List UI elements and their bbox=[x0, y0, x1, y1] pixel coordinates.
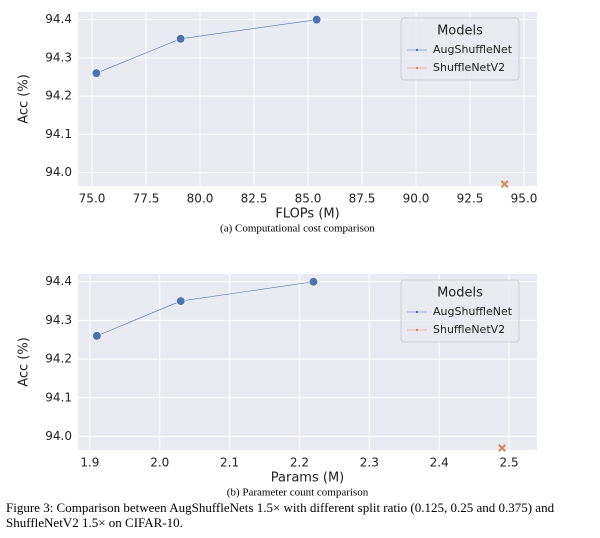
point bbox=[308, 277, 319, 287]
charts: 94.0 94.1 94.2 94.3 94.4 75.0 77.5 80.0 82.5 85.0… bbox=[17, 12, 538, 499]
x-tick-label: 77.5 bbox=[133, 192, 160, 206]
legend-box bbox=[400, 279, 520, 343]
legend-label: ShuffleNetV2 bbox=[433, 323, 505, 336]
x-tick-label: 80.0 bbox=[187, 192, 214, 206]
x-tick-label: 1.9 bbox=[80, 456, 99, 470]
point bbox=[176, 34, 186, 44]
point bbox=[176, 296, 186, 306]
legend-label: AugShuffleNet bbox=[433, 305, 513, 318]
subcaption: (a) Computational cost comparison bbox=[220, 223, 375, 235]
x-tick-label: 2.5 bbox=[500, 456, 519, 470]
y-tick-label: 94.2 bbox=[45, 352, 72, 366]
y-tick-label: 94.2 bbox=[45, 89, 72, 103]
x-tick-label: 2.4 bbox=[430, 456, 449, 470]
y-tick-label: 94.1 bbox=[45, 127, 72, 141]
legend-marker bbox=[415, 328, 419, 332]
y-tick-label: 94.1 bbox=[45, 390, 72, 404]
x-axis-label: Params (M) bbox=[271, 471, 344, 486]
legend-box bbox=[400, 17, 520, 81]
y-tick-label: 94.4 bbox=[45, 274, 72, 288]
x-tick-label: 92.5 bbox=[457, 192, 484, 206]
legend-marker bbox=[415, 66, 419, 70]
y-axis-label: Acc (%) bbox=[17, 337, 32, 387]
y-tick-label: 94.3 bbox=[45, 313, 72, 327]
point bbox=[498, 444, 506, 452]
legend-title: Models bbox=[437, 24, 483, 39]
x-tick-label: 2.1 bbox=[220, 456, 239, 470]
x-tick-label: 2.3 bbox=[360, 456, 379, 470]
x-tick-label: 85.0 bbox=[295, 192, 322, 206]
subcaption: (b) Parameter count comparison bbox=[227, 487, 369, 499]
x-tick-label: 2.0 bbox=[150, 456, 169, 470]
y-tick-label: 94.4 bbox=[45, 12, 72, 26]
y-tick-label: 94.3 bbox=[45, 50, 72, 64]
point bbox=[92, 331, 102, 341]
x-tick-label: 2.2 bbox=[290, 456, 309, 470]
point bbox=[312, 15, 322, 25]
x-axis-label: FLOPs (M) bbox=[275, 207, 339, 222]
x-tick-label: 82.5 bbox=[241, 192, 268, 206]
legend-marker bbox=[415, 310, 419, 314]
legend-label: AugShuffleNet bbox=[433, 43, 513, 56]
x-tick-label: 95.0 bbox=[511, 192, 538, 206]
legend-title: Models bbox=[437, 286, 483, 301]
x-tick-label: 75.0 bbox=[79, 192, 106, 206]
legend-label: ShuffleNetV2 bbox=[433, 61, 505, 74]
y-tick-label: 94.0 bbox=[45, 429, 72, 443]
x-tick-label: 90.0 bbox=[403, 192, 430, 206]
point bbox=[500, 180, 509, 188]
y-axis-label: Acc (%) bbox=[17, 74, 32, 124]
figure-caption: Figure 3: Comparison between AugShuffleN… bbox=[6, 500, 555, 530]
x-tick-label: 87.5 bbox=[349, 192, 376, 206]
legend-marker bbox=[415, 48, 419, 52]
point bbox=[91, 68, 101, 78]
y-tick-label: 94.0 bbox=[45, 165, 72, 179]
